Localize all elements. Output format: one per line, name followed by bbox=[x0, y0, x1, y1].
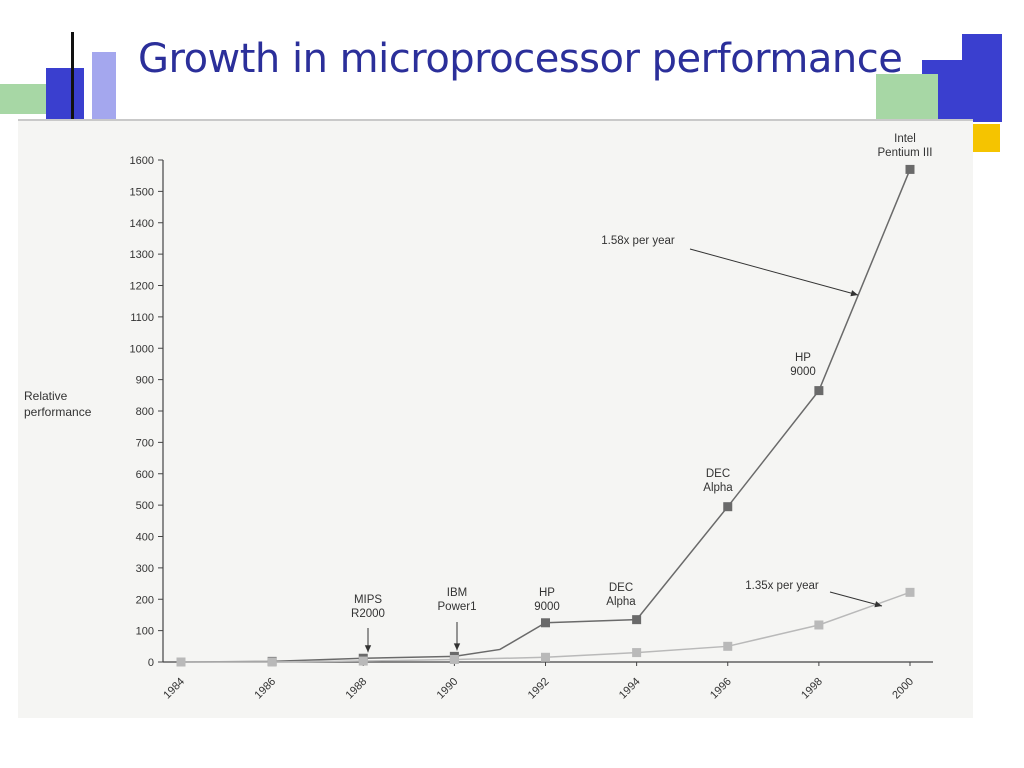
data-annotation-label: HP bbox=[539, 587, 555, 599]
data-annotation-label: DEC bbox=[609, 582, 633, 594]
y-tick-label: 1100 bbox=[130, 312, 154, 324]
data-point bbox=[632, 648, 642, 658]
data-annotation-label: R2000 bbox=[351, 608, 385, 620]
annotation-arrow bbox=[689, 248, 859, 296]
y-tick-label: 1600 bbox=[130, 155, 154, 167]
x-tick-label: 2000 bbox=[890, 676, 916, 702]
y-tick-label: 1400 bbox=[130, 218, 154, 230]
x-tick-label: 1998 bbox=[799, 676, 825, 702]
y-tick-label: 600 bbox=[136, 469, 154, 481]
x-tick-label: 1996 bbox=[708, 676, 734, 702]
data-annotation-label: MIPS bbox=[354, 594, 382, 606]
y-tick-label: 200 bbox=[136, 594, 154, 606]
deco-yellow-square-right bbox=[972, 124, 1000, 152]
data-point bbox=[905, 587, 915, 597]
data-annotation-label: 1.35x per year bbox=[745, 580, 819, 592]
data-annotation-label: 1.58x per year bbox=[601, 235, 675, 247]
title-divider-line bbox=[71, 32, 74, 120]
y-axis-label: Relative bbox=[24, 389, 68, 403]
data-annotation-label: Alpha bbox=[606, 596, 636, 608]
chart-background bbox=[18, 121, 973, 718]
data-annotation-label: Power1 bbox=[438, 601, 477, 613]
data-point bbox=[449, 654, 459, 664]
data-point bbox=[814, 386, 824, 396]
y-tick-label: 0 bbox=[148, 657, 154, 669]
y-tick-label: 700 bbox=[136, 437, 154, 449]
x-tick-label: 1994 bbox=[617, 676, 643, 702]
y-tick-label: 400 bbox=[136, 532, 154, 544]
data-point bbox=[632, 615, 642, 625]
data-point bbox=[176, 657, 186, 667]
data-annotation-label: Pentium III bbox=[878, 147, 933, 159]
y-tick-label: 1200 bbox=[130, 281, 154, 293]
annotation-arrowhead bbox=[364, 645, 372, 653]
x-tick-label: 1988 bbox=[344, 676, 370, 702]
data-point bbox=[723, 502, 733, 512]
x-tick-label: 1984 bbox=[161, 676, 187, 702]
y-tick-label: 1300 bbox=[130, 249, 154, 261]
annotation-arrow bbox=[829, 591, 883, 607]
y-tick-label: 300 bbox=[136, 563, 154, 575]
series-line bbox=[180, 169, 911, 663]
y-tick-label: 1000 bbox=[130, 343, 154, 355]
y-tick-label: 500 bbox=[136, 500, 154, 512]
data-point bbox=[267, 657, 277, 667]
annotation-arrowhead bbox=[453, 643, 461, 651]
data-annotation-label: Alpha bbox=[703, 482, 733, 494]
data-annotation-label: Intel bbox=[894, 133, 916, 145]
data-annotation-label: 9000 bbox=[534, 601, 560, 613]
slide-title: Growth in microprocessor performance bbox=[138, 36, 903, 82]
x-tick-label: 1986 bbox=[252, 676, 278, 702]
y-tick-label: 1500 bbox=[130, 186, 154, 198]
data-point bbox=[358, 656, 368, 666]
data-point bbox=[541, 652, 550, 662]
deco-blue-square-right bbox=[962, 34, 1002, 122]
y-tick-label: 800 bbox=[136, 406, 154, 418]
y-tick-label: 900 bbox=[136, 375, 154, 387]
data-annotation-label: 9000 bbox=[790, 366, 816, 378]
deco-green-square-right bbox=[876, 74, 938, 120]
deco-blue-square-left bbox=[46, 68, 84, 120]
data-point bbox=[905, 164, 915, 174]
data-annotation-label: IBM bbox=[447, 587, 467, 599]
data-point bbox=[723, 641, 733, 651]
x-tick-label: 1990 bbox=[435, 676, 461, 702]
title-underline bbox=[18, 119, 973, 121]
y-axis-label: performance bbox=[24, 405, 92, 419]
deco-blue-square-left-small bbox=[92, 52, 116, 120]
annotation-arrowhead bbox=[874, 601, 882, 608]
x-tick-label: 1992 bbox=[526, 676, 552, 702]
data-annotation-label: DEC bbox=[706, 468, 730, 480]
data-annotation-label: HP bbox=[795, 352, 811, 364]
data-point bbox=[814, 620, 824, 630]
annotation-arrowhead bbox=[850, 290, 858, 297]
data-point bbox=[541, 618, 550, 628]
y-tick-label: 100 bbox=[136, 626, 154, 638]
